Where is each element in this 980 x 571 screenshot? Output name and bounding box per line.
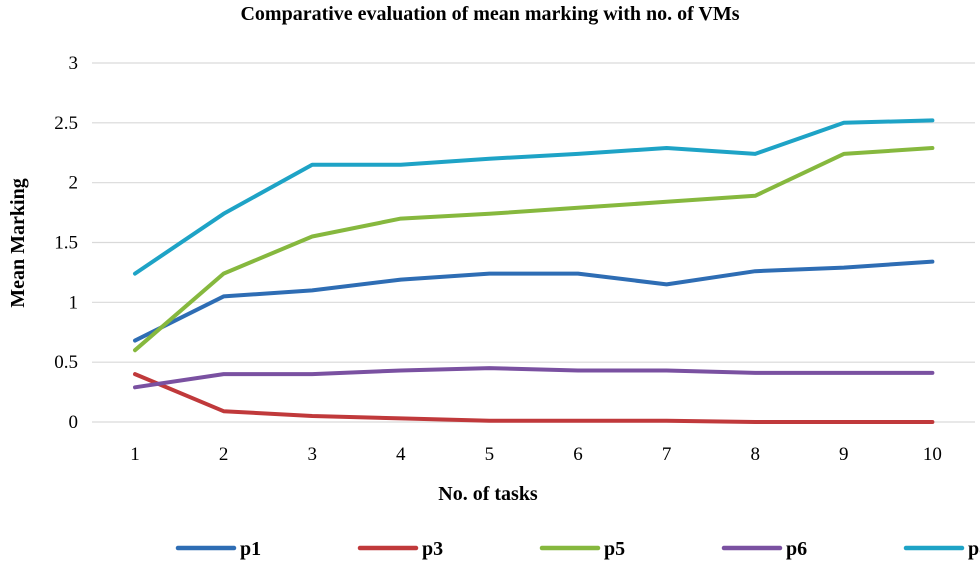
legend: p1 p3 p5 p6 p8	[175, 538, 980, 560]
y-tick-label-6: 3	[69, 53, 79, 74]
legend-label-p3: p3	[422, 538, 443, 560]
x-tick-label-0: 1	[130, 444, 140, 465]
x-tick-label-1: 2	[219, 444, 229, 465]
legend-label-p5: p5	[604, 538, 625, 560]
x-tick-label-5: 6	[573, 444, 583, 465]
series-lines	[133, 118, 935, 424]
legend-label-p8: p8	[968, 538, 980, 560]
y-tick-label-3: 1.5	[54, 233, 78, 254]
chart-title: Comparative evaluation of mean marking w…	[240, 3, 739, 25]
x-tick-label-9: 10	[923, 444, 942, 465]
y-tick-label-4: 2	[69, 173, 79, 194]
x-tick-label-4: 5	[485, 444, 495, 465]
x-tick-label-8: 9	[839, 444, 849, 465]
y-tick-label-1: 0.5	[54, 352, 78, 373]
series-line-p5	[133, 146, 935, 353]
gridlines	[92, 62, 975, 423]
series-line-p1	[133, 259, 935, 343]
y-tick-label-5: 2.5	[54, 113, 78, 134]
y-tick-label-2: 1	[69, 292, 79, 313]
x-axis-title: No. of tasks	[438, 483, 538, 505]
x-tick-label-6: 7	[662, 444, 672, 465]
series-line-p3	[133, 372, 935, 424]
y-axis-ticks: 0 0.5 1 1.5 2 2.5 3	[54, 53, 78, 433]
x-tick-label-7: 8	[750, 444, 760, 465]
y-axis-title: Mean Marking	[7, 178, 29, 307]
x-tick-label-3: 4	[396, 444, 406, 465]
y-tick-label-0: 0	[69, 412, 79, 433]
legend-label-p1: p1	[240, 538, 261, 560]
x-axis-ticks: 1 2 3 4 5 6 7 8 9 10	[130, 444, 942, 465]
x-tick-label-2: 3	[307, 444, 317, 465]
series-line-p8	[133, 118, 935, 276]
legend-label-p6: p6	[786, 538, 807, 560]
series-line-p6	[133, 366, 935, 390]
